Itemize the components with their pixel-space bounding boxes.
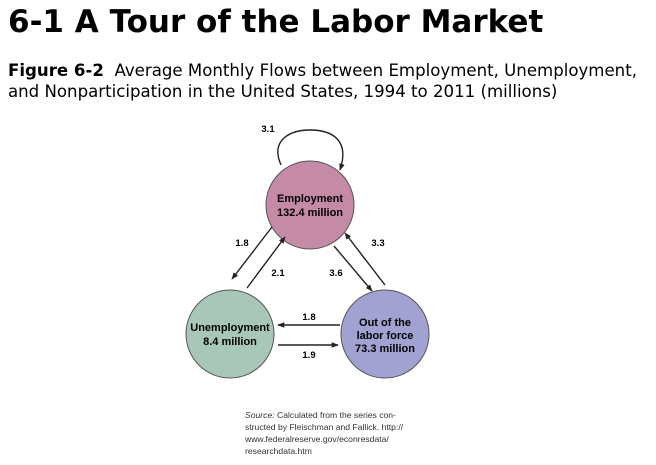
- flow-label-out-to-unemployment: 1.8: [302, 312, 315, 323]
- out-of-labor-force-label-line1: Out of the: [359, 317, 411, 329]
- unemployment-circle: [185, 289, 275, 379]
- unemployment-node: Unemployment 8.4 million: [185, 289, 275, 379]
- flow-arrow-employment-to-out: [333, 245, 373, 292]
- unemployment-value: 8.4 million: [203, 336, 257, 348]
- employment-circle: [265, 160, 355, 250]
- out-of-labor-force-circle: [340, 289, 430, 379]
- flow-label-unemployment-to-out: 1.9: [302, 350, 315, 361]
- source-line-1: Calculated from the series con-: [277, 410, 396, 420]
- flow-label-employment-to-unemployment: 1.8: [235, 238, 248, 249]
- out-of-labor-force-value: 73.3 million: [355, 343, 415, 355]
- figure-label: Figure 6-2: [8, 61, 104, 80]
- employment-label: Employment: [277, 193, 343, 205]
- source-line-2: structed by Fleischman and Fallick. http…: [245, 422, 404, 432]
- out-of-labor-force-node: Out of the labor force 73.3 million: [340, 289, 430, 379]
- unemployment-label: Unemployment: [190, 322, 270, 334]
- source-line-4: researchdata.htm: [245, 446, 312, 456]
- source-note: Source: Calculated from the series con- …: [245, 409, 435, 457]
- source-label: Source:: [245, 410, 275, 420]
- flow-label-employment-self: 3.1: [261, 124, 275, 135]
- figure-caption-text: Average Monthly Flows between Employment…: [8, 61, 637, 101]
- flow-label-out-to-employment: 3.3: [371, 238, 384, 249]
- flow-arrow-employment-to-unemployment: [231, 226, 273, 280]
- flow-arrow-out-to-employment: [344, 232, 386, 286]
- figure-caption: Figure 6-2 Average Monthly Flows between…: [8, 60, 653, 102]
- flow-arrow-employment-self: [277, 129, 345, 171]
- flow-label-unemployment-to-employment: 2.1: [271, 268, 285, 279]
- employment-node: Employment 132.4 million: [265, 160, 355, 250]
- slide-title: 6-1 A Tour of the Labor Market: [8, 4, 544, 40]
- out-of-labor-force-label-line2: labor force: [357, 330, 414, 342]
- flow-arrow-unemployment-to-employment: [246, 236, 286, 289]
- flow-label-employment-to-out: 3.6: [329, 268, 342, 279]
- employment-value: 132.4 million: [277, 207, 343, 219]
- source-line-3: www.federalreserve.gov/econresdata/: [245, 434, 389, 444]
